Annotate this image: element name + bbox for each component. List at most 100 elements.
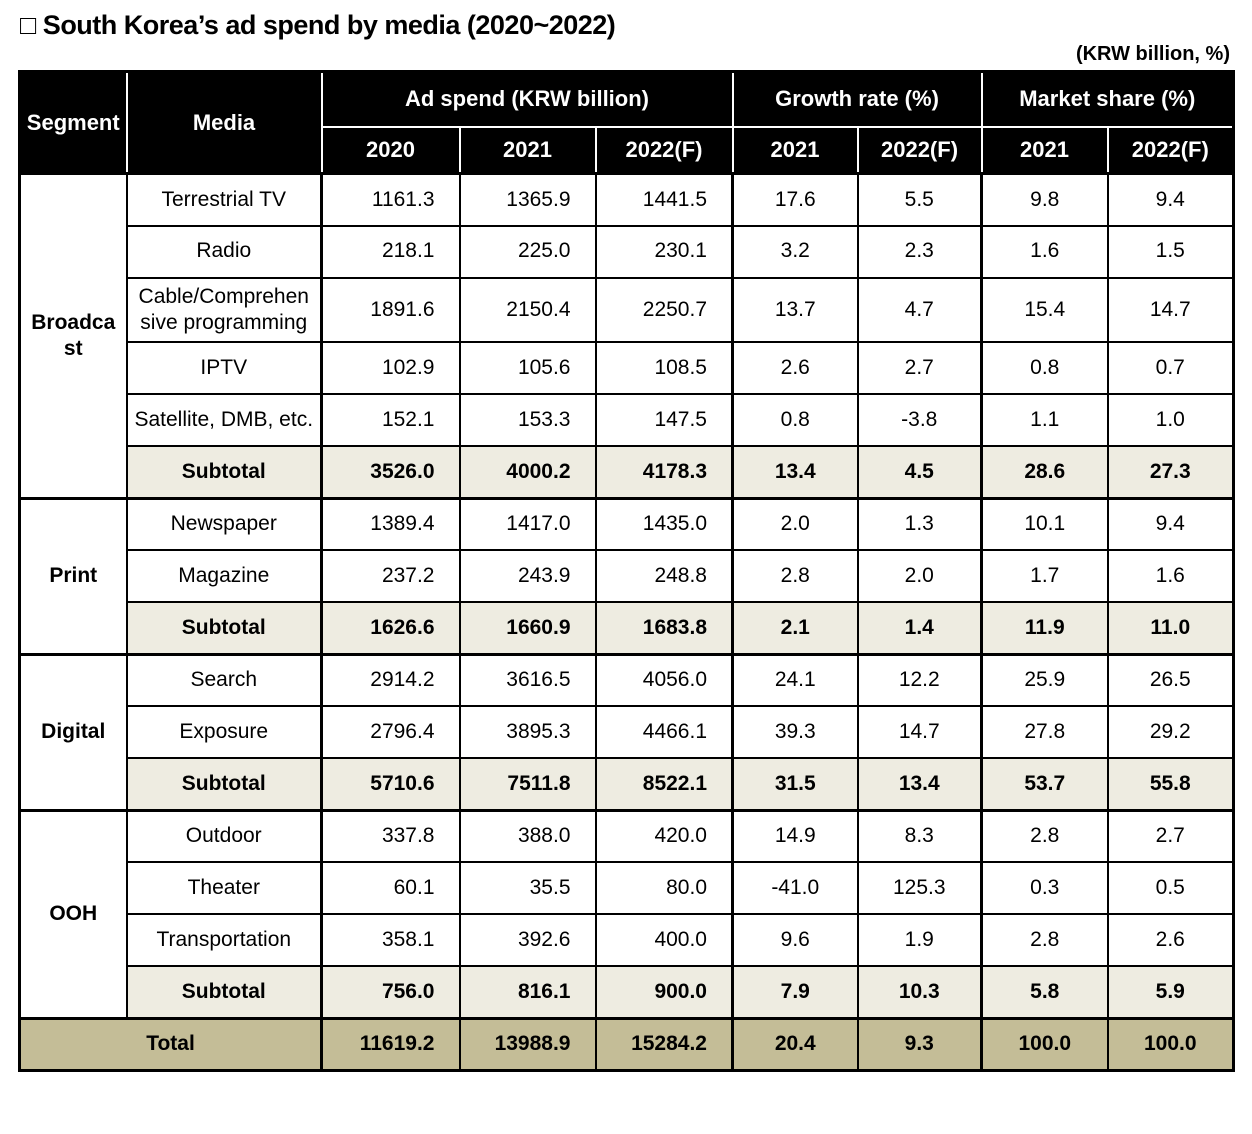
header-group-share: Market share (%)	[980, 70, 1235, 128]
value-cell: 5.8	[980, 965, 1109, 1019]
value-cell: 2.8	[980, 808, 1109, 863]
media-label: IPTV	[125, 341, 323, 395]
value-cell: 1389.4	[320, 496, 461, 551]
media-row: Satellite, DMB, etc. 152.1 153.3 147.5 0.8 -3…	[20, 393, 1236, 447]
value-cell: 35.5	[458, 861, 597, 915]
value-cell: 1.6	[1106, 549, 1236, 603]
subtotal-label: Subtotal	[125, 445, 323, 499]
value-cell: 2.1	[731, 601, 859, 655]
value-cell: 31.5	[731, 757, 859, 811]
value-cell: 1.9	[856, 913, 984, 967]
value-cell: 1417.0	[458, 496, 597, 551]
value-cell: 1.3	[856, 496, 984, 551]
value-cell: 80.0	[594, 861, 734, 915]
header-row-years: 2020 2021 2022(F) 2021 2022(F) 2021 2022…	[20, 125, 1235, 175]
value-cell: 2796.4	[320, 705, 461, 759]
value-cell: 1626.6	[320, 601, 461, 655]
value-cell: 243.9	[458, 549, 597, 603]
subtotal-row: Subtotal 5710.6 7511.8 8522.1 31.5 13.4 53.7 55…	[20, 757, 1236, 811]
value-cell: 2.6	[731, 341, 859, 395]
value-cell: 5.5	[856, 172, 984, 227]
value-cell: 1161.3	[320, 172, 461, 227]
header-year: 2021	[458, 125, 597, 175]
value-cell: 7.9	[731, 965, 859, 1019]
value-cell: 4178.3	[594, 445, 734, 499]
value-cell: 248.8	[594, 549, 734, 603]
value-cell: 100.0	[980, 1016, 1109, 1071]
value-cell: 2.3	[856, 224, 984, 279]
value-cell: 392.6	[458, 913, 597, 967]
value-cell: 20.4	[731, 1016, 859, 1071]
header-media: Media	[125, 70, 323, 175]
value-cell: 55.8	[1106, 757, 1236, 811]
value-cell: 27.3	[1106, 445, 1236, 499]
page-title: □ South Korea’s ad spend by media (2020~…	[20, 10, 616, 40]
value-cell: 420.0	[594, 808, 734, 863]
value-cell: 15.4	[980, 276, 1109, 343]
value-cell: 2.8	[980, 913, 1109, 967]
value-cell: 4.7	[856, 276, 984, 343]
ad-spend-table: Segment Media Ad spend (KRW billion) Gro…	[18, 70, 1236, 1072]
value-cell: 25.9	[980, 652, 1109, 707]
value-cell: 10.1	[980, 496, 1109, 551]
header-group-adspend: Ad spend (KRW billion)	[320, 70, 734, 128]
value-cell: 2250.7	[594, 276, 734, 343]
media-row: Magazine 237.2 243.9 248.8 2.8 2.0 1.7 1.6	[20, 549, 1236, 603]
value-cell: 152.1	[320, 393, 461, 447]
value-cell: 9.8	[980, 172, 1109, 227]
value-cell: 400.0	[594, 913, 734, 967]
header-year: 2021	[980, 125, 1109, 175]
value-cell: 5710.6	[320, 757, 461, 811]
header-year: 2022(F)	[1106, 125, 1235, 175]
media-row: Theater 60.1 35.5 80.0 -41.0 125.3 0.3 0.5	[20, 861, 1236, 915]
value-cell: 11.0	[1106, 601, 1236, 655]
media-row: Transportation 358.1 392.6 400.0 9.6 1.9 2.8 2.…	[20, 913, 1236, 967]
value-cell: 9.3	[856, 1016, 984, 1071]
value-cell: 1660.9	[458, 601, 597, 655]
value-cell: 4056.0	[594, 652, 734, 707]
value-cell: 1891.6	[320, 276, 461, 343]
value-cell: 29.2	[1106, 705, 1236, 759]
header-group-growth: Growth rate (%)	[731, 70, 983, 128]
value-cell: 27.8	[980, 705, 1109, 759]
value-cell: 816.1	[458, 965, 597, 1019]
segment-label: Print	[18, 496, 128, 655]
header-row-groups: Segment Media Ad spend (KRW billion) Gro…	[18, 70, 1235, 175]
value-cell: 8.3	[856, 808, 984, 863]
value-cell: 1365.9	[458, 172, 597, 227]
value-cell: 3.2	[731, 224, 859, 279]
media-row: Print Newspaper 1389.4 1417.0 1435.0 2.0 1.3 10…	[18, 496, 1236, 655]
media-row: Radio 218.1 225.0 230.1 3.2 2.3 1.6 1.5	[20, 224, 1236, 279]
value-cell: 14.7	[856, 705, 984, 759]
value-cell: -41.0	[731, 861, 859, 915]
media-label: Exposure	[125, 705, 323, 759]
subtotal-row: Subtotal 1626.6 1660.9 1683.8 2.1 1.4 11.9 11.0	[20, 601, 1236, 655]
header-year: 2022(F)	[594, 125, 734, 175]
value-cell: 2.0	[856, 549, 984, 603]
value-cell: 225.0	[458, 224, 597, 279]
value-cell: 5.9	[1106, 965, 1236, 1019]
value-cell: 9.4	[1106, 496, 1236, 551]
header-segment: Segment	[18, 70, 128, 175]
segment-label: Broadcast	[18, 172, 128, 499]
value-cell: 337.8	[320, 808, 461, 863]
value-cell: 3616.5	[458, 652, 597, 707]
value-cell: 1.6	[980, 224, 1109, 279]
value-cell: 11.9	[980, 601, 1109, 655]
subtotal-label: Subtotal	[125, 601, 323, 655]
value-cell: -3.8	[856, 393, 984, 447]
value-cell: 100.0	[1106, 1016, 1236, 1071]
value-cell: 4466.1	[594, 705, 734, 759]
unit-note: (KRW billion, %)	[1075, 43, 1230, 65]
subtotal-row: Subtotal 756.0 816.1 900.0 7.9 10.3 5.8 5.9	[20, 965, 1236, 1019]
segment-label: OOH	[18, 808, 128, 1019]
value-cell: 14.9	[731, 808, 859, 863]
value-cell: 1.7	[980, 549, 1109, 603]
media-label: Search	[125, 652, 323, 707]
media-row: Digital Search 2914.2 3616.5 4056.0 24.1 12.2 2…	[18, 652, 1236, 811]
media-label: Cable/Comprehensive programming	[125, 276, 323, 343]
value-cell: 15284.2	[594, 1016, 734, 1071]
value-cell: 1683.8	[594, 601, 734, 655]
value-cell: 756.0	[320, 965, 461, 1019]
